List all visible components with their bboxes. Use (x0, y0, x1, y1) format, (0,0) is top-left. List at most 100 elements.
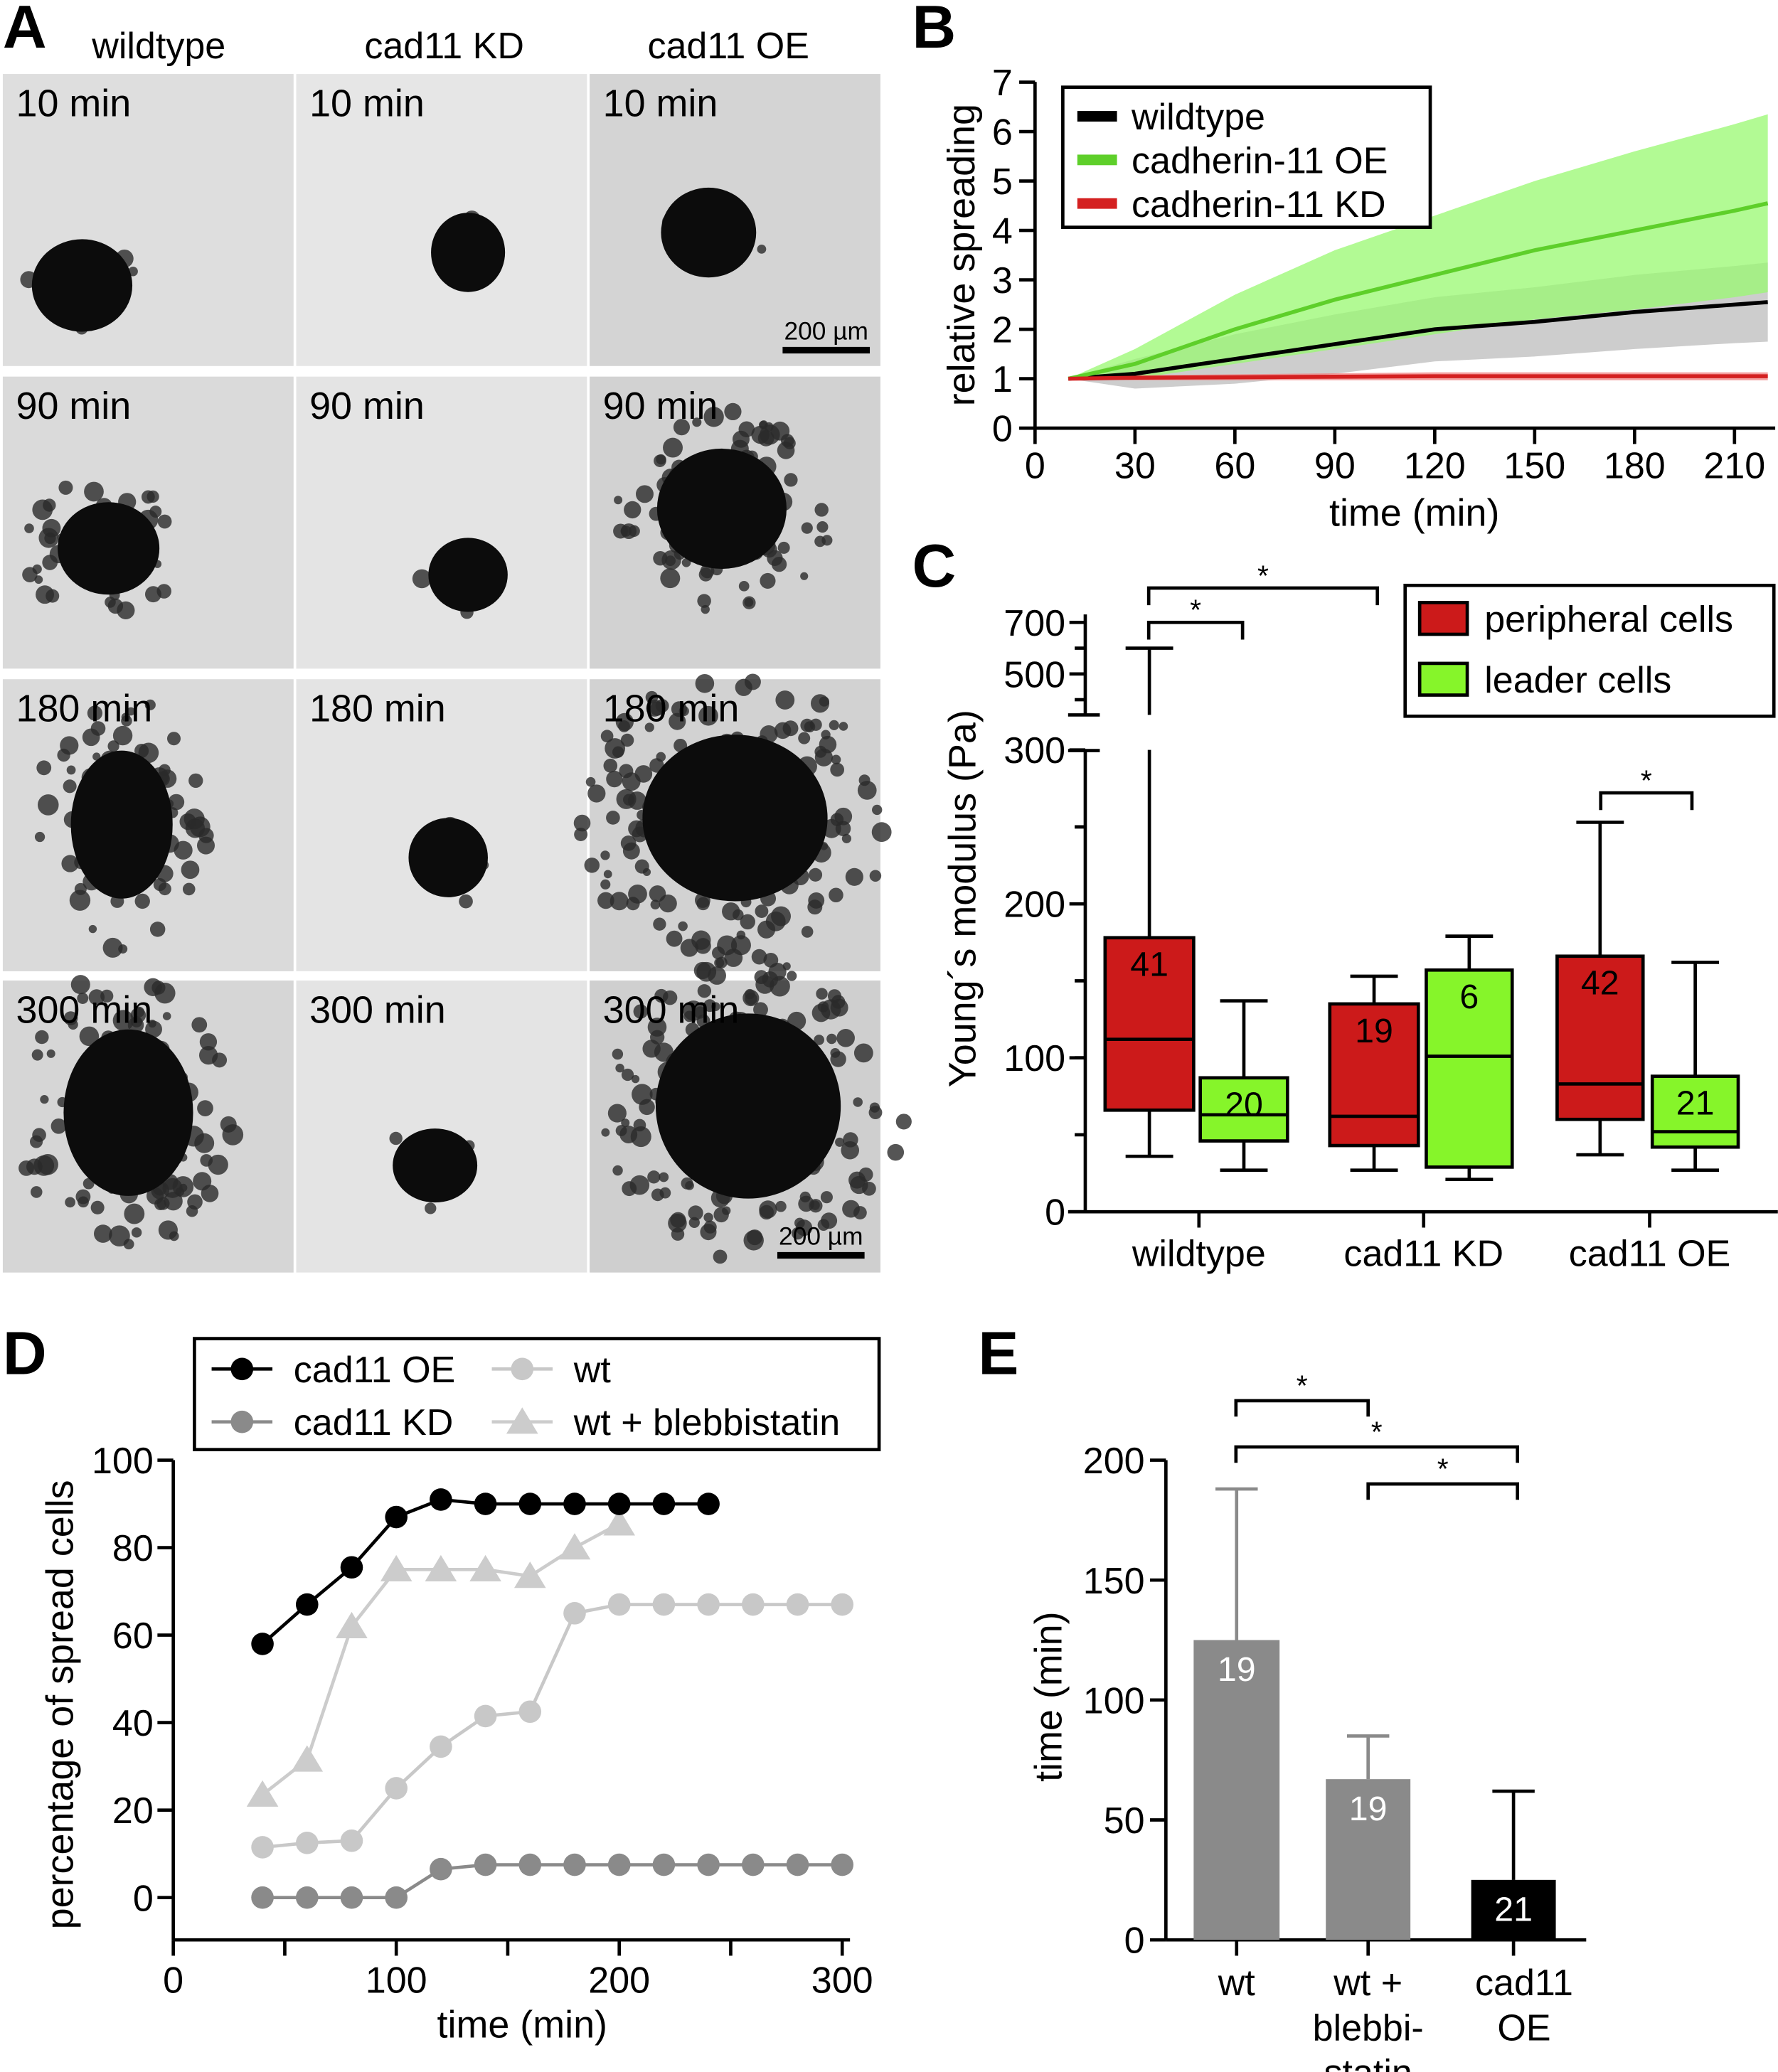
data-point (518, 1492, 542, 1515)
chart-e-spreading-time: 0 50 100 150 200 time (min) 19 wt 19 wt +blebbi-s… (1028, 1369, 1587, 2072)
bar-1: 19 (1326, 1734, 1411, 1940)
cell (33, 1155, 55, 1176)
cell (853, 1097, 863, 1107)
cell (622, 842, 640, 860)
y-axis-label: relative spreading (940, 104, 983, 406)
cell (810, 1200, 820, 1210)
cell (656, 752, 666, 762)
data-point (340, 1829, 363, 1852)
significance-bracket (1234, 1445, 1520, 1463)
cell (35, 1030, 49, 1045)
cell (44, 532, 56, 545)
cell (597, 892, 614, 909)
significance-label: * (1297, 1369, 1308, 1401)
cell (199, 1033, 218, 1051)
time-label: 300 min (603, 988, 740, 1031)
cell (693, 961, 711, 980)
cell (612, 1048, 624, 1060)
cell (713, 1249, 728, 1264)
cell (760, 572, 776, 589)
cell (121, 712, 131, 722)
cell (174, 840, 193, 860)
cell (820, 1191, 833, 1204)
micrograph-grid: 10 min 10 min 10 min 90 min 90 min 90 min 180 … (2, 74, 912, 1273)
data-point (385, 1777, 408, 1800)
bar-0: 19 (1193, 1487, 1280, 1940)
box (1555, 954, 1645, 1121)
cell (639, 1099, 655, 1116)
x-tick-label: 150 (1503, 446, 1565, 487)
legend-label: wt (573, 1350, 612, 1391)
cell (623, 794, 635, 806)
cell (857, 781, 877, 800)
cell (688, 1217, 700, 1229)
data-point (251, 1886, 274, 1909)
time-label: 90 min (603, 385, 718, 427)
panel-letter-d: D (3, 1320, 47, 1388)
cell (887, 1143, 905, 1161)
cell (646, 699, 664, 717)
cell (654, 988, 669, 1003)
legend-box (193, 1337, 881, 1452)
cell (853, 1206, 867, 1219)
significance-bracket (1234, 1399, 1370, 1417)
cell (58, 480, 73, 495)
cell (850, 1175, 868, 1195)
y-tick-label: 6 (992, 112, 1013, 154)
data-point (652, 1492, 676, 1515)
cell (614, 496, 623, 505)
cell (830, 762, 845, 777)
cell (425, 1202, 437, 1214)
data-point (340, 1556, 363, 1579)
cell (78, 1196, 89, 1208)
cell (678, 705, 689, 717)
legend-label: cad11 KD (294, 1402, 454, 1443)
data-point (430, 1488, 452, 1511)
cell (651, 1188, 664, 1202)
cell (134, 1006, 145, 1018)
cell (697, 984, 711, 998)
data-point (246, 1780, 279, 1807)
spheroid (655, 1013, 841, 1199)
cell (774, 722, 792, 739)
cell (631, 1074, 640, 1084)
cell (182, 882, 196, 896)
cell (194, 1133, 215, 1153)
x-tick-label: 90 (1314, 446, 1356, 487)
cell (601, 1128, 610, 1137)
cell (826, 1033, 837, 1045)
chart-b-relative-spreading: 0 1 2 3 4 5 6 7 0 30 60 90 120 150 180 210 time (min) rel… (940, 63, 1776, 535)
cell (65, 1197, 75, 1208)
x-tick-label: cad11 OE (1569, 1233, 1730, 1274)
cell (681, 557, 691, 567)
cell (804, 721, 816, 732)
series-line-cadherin-11-OE (1068, 201, 1769, 381)
cell (814, 535, 826, 548)
cell (24, 523, 34, 533)
data-point (563, 1853, 586, 1876)
cell (112, 725, 133, 746)
micrograph-cad11-kd-3: 300 min (296, 980, 587, 1273)
cell (814, 1035, 824, 1045)
cell (644, 722, 654, 732)
cell (146, 1187, 164, 1205)
cell (722, 902, 740, 921)
data-point (697, 1492, 720, 1515)
cell (831, 754, 841, 765)
significance-label: * (1641, 764, 1652, 796)
y-tick-label: 0 (1045, 1192, 1065, 1234)
cell (796, 1219, 813, 1237)
cell (185, 818, 206, 838)
cell (724, 949, 743, 967)
cell (88, 989, 105, 1005)
cell (191, 1017, 208, 1033)
y-axis-label: Young´s modulus (Pa) (942, 710, 984, 1087)
spheroid (408, 818, 488, 897)
cell (134, 893, 150, 909)
cell (836, 1029, 855, 1047)
cell (647, 1170, 661, 1184)
box (1650, 1074, 1740, 1149)
cell (609, 892, 629, 911)
cell (753, 1002, 768, 1018)
y-tick-label: 5 (992, 161, 1013, 203)
